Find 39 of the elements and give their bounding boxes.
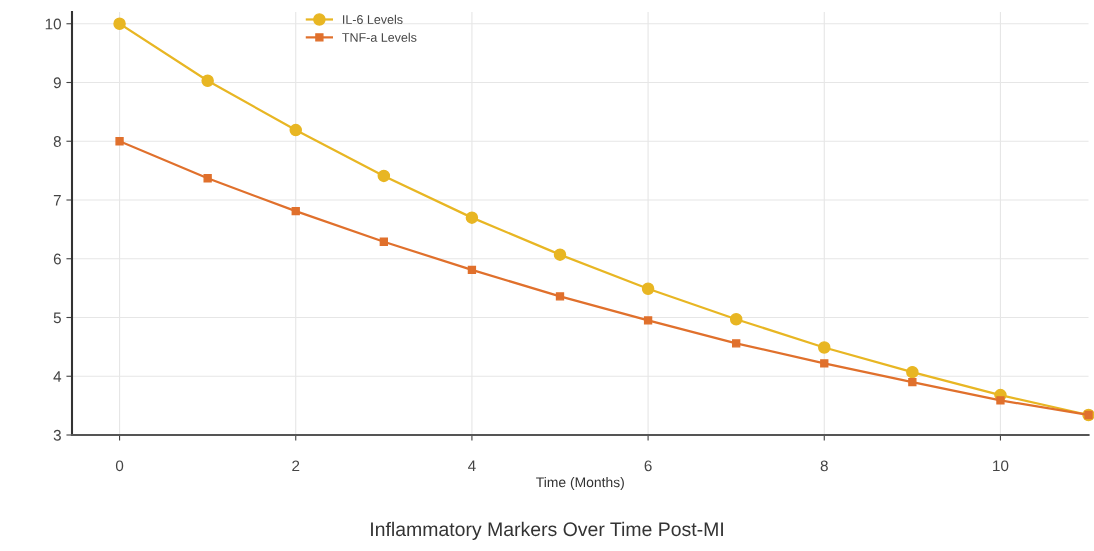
x-tick-label: 10 xyxy=(993,460,1009,472)
point xyxy=(291,206,300,216)
point xyxy=(201,74,214,87)
y-tick-label: 10 xyxy=(45,18,61,30)
point xyxy=(465,211,479,224)
point xyxy=(379,237,388,246)
y-tick-label: 9 xyxy=(53,77,61,89)
point xyxy=(729,313,743,326)
legend-label: TNF-a Levels xyxy=(342,32,417,42)
x-tick-label: 8 xyxy=(820,460,828,472)
x-tick-label: 2 xyxy=(292,460,300,472)
legend-label: IL-6 Levels xyxy=(343,14,403,24)
point xyxy=(641,282,655,295)
point xyxy=(289,123,302,137)
point xyxy=(553,248,567,261)
point xyxy=(996,396,1005,405)
y-tick-label: 7 xyxy=(53,195,61,206)
y-tick-label: 8 xyxy=(53,136,61,147)
x-axis-title: Time (Months) xyxy=(536,477,624,490)
point xyxy=(906,365,919,379)
x-tick-label: 0 xyxy=(115,460,124,472)
point xyxy=(820,359,829,368)
point xyxy=(115,137,124,146)
point xyxy=(467,265,477,275)
point xyxy=(908,377,917,387)
point xyxy=(113,17,126,31)
y-tick-label: 5 xyxy=(53,312,61,324)
point xyxy=(377,169,391,183)
y-tick-label: 4 xyxy=(53,371,62,382)
point xyxy=(732,339,741,348)
point xyxy=(818,341,831,354)
x-tick-label: 6 xyxy=(644,460,652,472)
point xyxy=(555,292,565,301)
point xyxy=(643,316,653,325)
text: Inflammatory Markers Over Time Post-MI xyxy=(371,521,723,540)
y-tick-label: 6 xyxy=(53,253,61,265)
y-tick-label: 3 xyxy=(53,429,61,441)
x-tick-label: 4 xyxy=(468,460,476,472)
point xyxy=(203,174,212,183)
